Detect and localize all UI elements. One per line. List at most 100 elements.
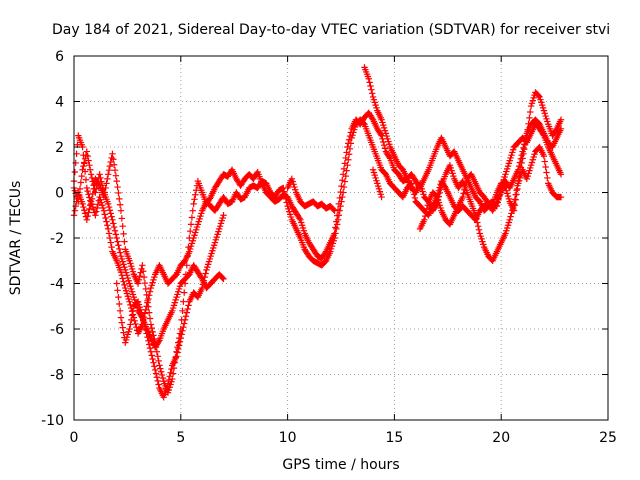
x-tick-label: 5 — [176, 430, 185, 446]
data-point — [77, 179, 85, 186]
data-point — [507, 213, 514, 220]
data-point — [421, 216, 428, 223]
data-point — [104, 175, 111, 183]
data-point — [544, 174, 551, 182]
data-point — [129, 307, 137, 314]
series-2 — [70, 64, 565, 351]
data-point — [198, 284, 206, 292]
data-point — [107, 210, 114, 217]
data-point — [543, 169, 550, 176]
data-point — [510, 207, 518, 214]
data-point — [343, 167, 350, 174]
data-point — [157, 365, 164, 372]
data-point — [501, 183, 508, 191]
data-point — [115, 242, 122, 249]
data-point — [148, 352, 155, 359]
data-point — [85, 209, 92, 216]
data-point — [527, 108, 534, 116]
data-point — [152, 370, 160, 377]
data-point — [78, 172, 85, 180]
data-point — [116, 300, 123, 308]
data-point — [526, 114, 533, 122]
data-point — [474, 222, 482, 230]
data-point — [515, 162, 523, 170]
y-tick-label: -4 — [50, 277, 64, 293]
data-point — [192, 191, 199, 198]
data-point — [423, 205, 431, 213]
data-point — [332, 230, 339, 237]
data-point — [178, 331, 185, 338]
data-point — [335, 212, 343, 219]
data-point — [111, 227, 119, 234]
data-point — [114, 238, 121, 245]
data-point — [142, 326, 149, 334]
data-point — [146, 288, 154, 295]
data-point — [112, 172, 120, 179]
data-point — [110, 220, 117, 227]
data-point — [155, 338, 162, 345]
data-point — [153, 348, 161, 355]
data-point — [120, 278, 127, 285]
data-point — [79, 143, 86, 151]
data-point — [145, 337, 152, 345]
data-point — [145, 295, 152, 303]
data-point — [140, 273, 148, 281]
data-point — [145, 292, 153, 299]
data-point — [177, 334, 184, 342]
data-point — [179, 307, 186, 314]
x-tick-label: 15 — [385, 430, 403, 446]
data-point — [121, 281, 128, 289]
data-point — [337, 202, 344, 210]
data-point — [333, 221, 341, 228]
data-point — [128, 312, 136, 319]
data-point — [105, 203, 113, 211]
data-point — [98, 178, 105, 185]
data-point — [345, 151, 353, 158]
data-point — [149, 328, 156, 335]
data-point — [133, 323, 140, 331]
data-point — [367, 82, 374, 90]
data-point — [84, 212, 91, 220]
data-point — [339, 193, 346, 201]
data-point — [166, 373, 173, 380]
data-point — [338, 198, 345, 205]
data-point — [157, 368, 165, 375]
data-point — [104, 225, 112, 233]
data-point — [199, 281, 207, 288]
data-point — [522, 133, 530, 141]
data-point — [104, 200, 112, 208]
data-point — [411, 194, 419, 202]
data-point — [97, 174, 104, 182]
data-point — [84, 187, 91, 195]
data-point — [190, 200, 197, 208]
data-point — [334, 216, 342, 223]
data-point — [368, 86, 375, 93]
data-point — [139, 262, 146, 269]
data-point — [331, 234, 338, 242]
y-tick-label: -10 — [41, 413, 64, 429]
data-point — [422, 209, 430, 216]
data-point — [76, 185, 84, 193]
data-point — [341, 178, 349, 185]
data-point — [346, 145, 354, 153]
data-point — [184, 305, 191, 313]
data-point — [143, 303, 150, 310]
data-point — [183, 309, 190, 316]
data-point — [183, 262, 190, 269]
data-point — [514, 185, 521, 193]
x-tick-label: 25 — [599, 430, 617, 446]
data-point — [103, 180, 110, 187]
data-point — [140, 268, 147, 275]
data-point — [380, 141, 388, 149]
data-point — [116, 245, 123, 253]
series-3 — [113, 143, 565, 401]
data-point — [105, 167, 113, 174]
data-point — [136, 273, 143, 280]
data-point — [111, 167, 119, 174]
data-point — [408, 180, 415, 187]
data-point — [182, 313, 190, 320]
data-point — [459, 193, 466, 201]
data-point — [134, 280, 142, 287]
data-point — [436, 184, 443, 191]
